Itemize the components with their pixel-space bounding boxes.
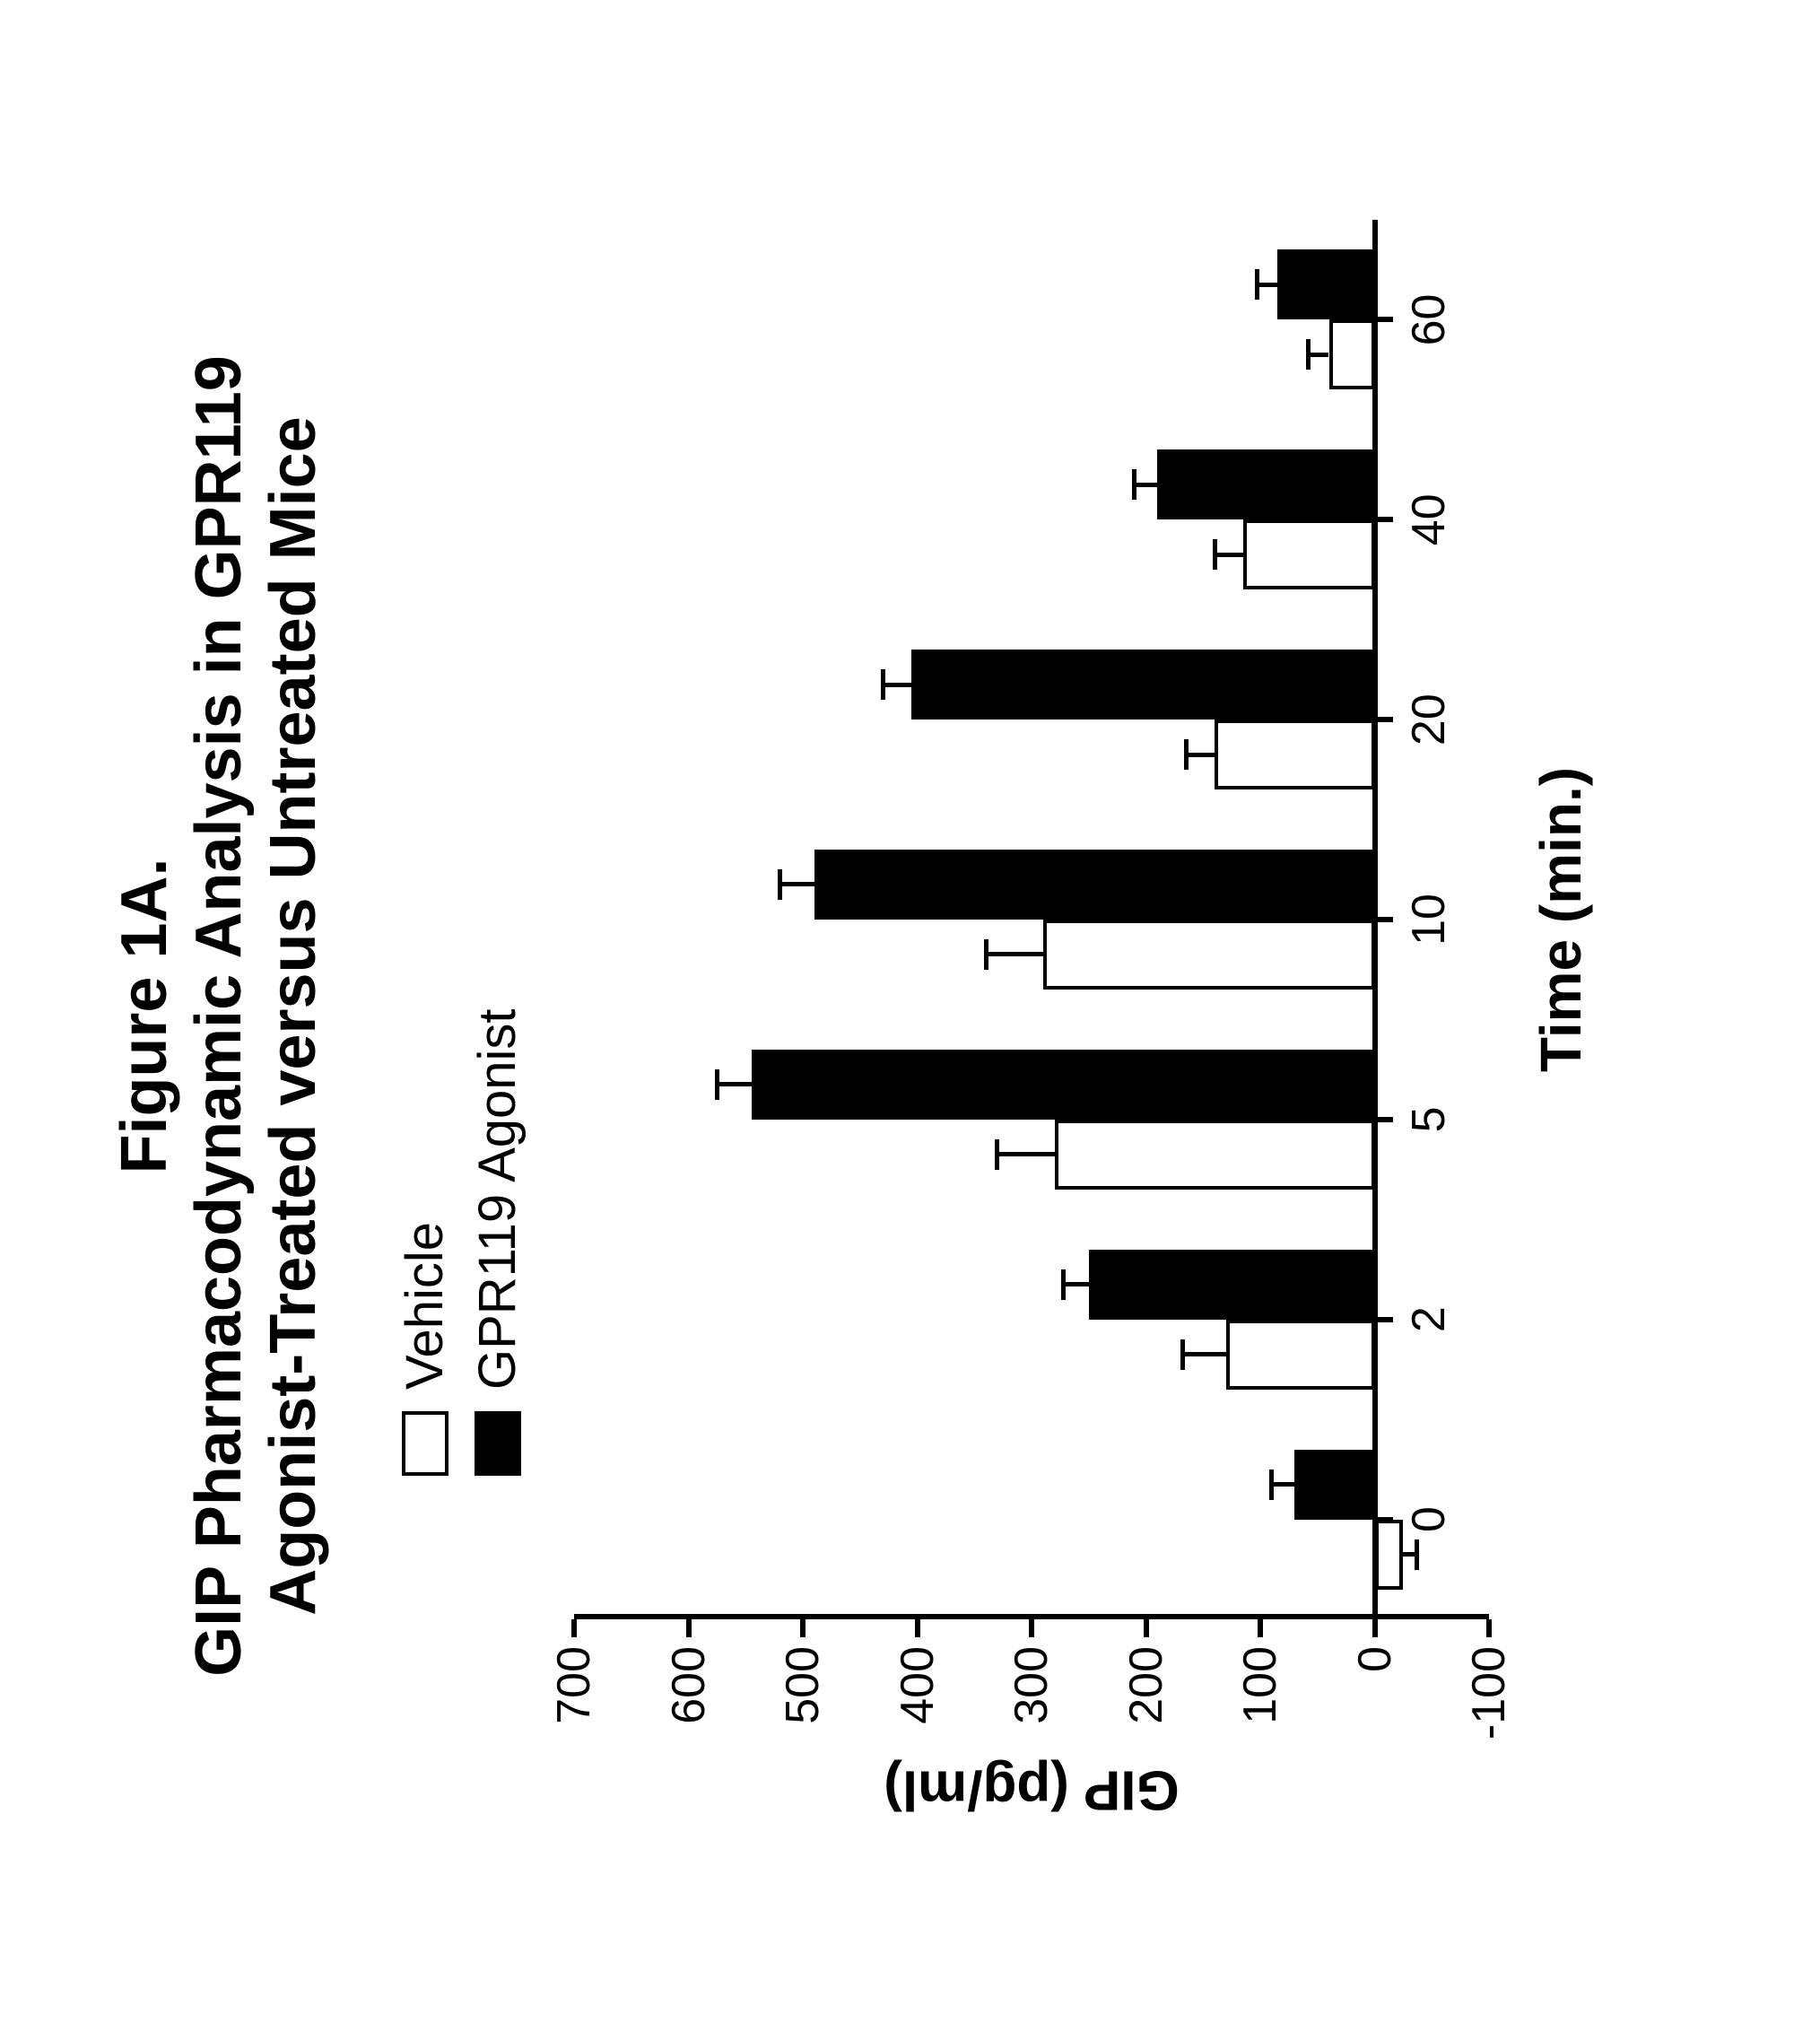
- errorbar-stem: [1182, 1352, 1225, 1356]
- y-tick: [1144, 1619, 1149, 1637]
- bar-agonist: [752, 1050, 1375, 1120]
- x-tick-label: 20: [1402, 693, 1456, 746]
- rotated-figure-wrapper: Figure 1A. GIP Pharmacodynamic Analysis …: [0, 0, 1820, 2032]
- x-tick-label: 60: [1402, 294, 1456, 346]
- y-tick-label: 100: [1233, 1646, 1287, 1724]
- bar-agonist: [1089, 1250, 1375, 1320]
- errorbar-cap: [1415, 1539, 1419, 1570]
- legend-label-agonist: GPR119 Agonist: [467, 1008, 527, 1390]
- y-tick-label: 600: [662, 1646, 716, 1724]
- x-tick: [1375, 1317, 1393, 1322]
- y-tick: [915, 1619, 920, 1637]
- errorbar-stem: [1064, 1282, 1089, 1286]
- x-tick: [1375, 917, 1393, 922]
- bar-agonist: [1157, 449, 1374, 519]
- errorbar-cap: [1306, 339, 1311, 370]
- bar-vehicle: [1243, 519, 1375, 589]
- errorbar-stem: [780, 883, 814, 887]
- y-tick-label: 0: [1348, 1646, 1402, 1672]
- title-line-3: Agonist-Treated versus Untreated Mice: [257, 0, 331, 2032]
- errorbar-stem: [1309, 353, 1329, 357]
- errorbar-cap: [1061, 1269, 1066, 1300]
- y-axis-title: GIP (pg/ml): [884, 1758, 1180, 1822]
- errorbar-cap: [1213, 539, 1217, 570]
- y-tick-label: 400: [891, 1646, 945, 1724]
- errorbar-stem: [1257, 283, 1277, 287]
- plot-area: GIP (pg/ml) -100010020030040050060070002…: [574, 220, 1489, 1619]
- x-tick-label: 40: [1402, 493, 1456, 545]
- x-tick-label: 2: [1402, 1306, 1456, 1332]
- bar-agonist: [814, 850, 1375, 920]
- errorbar-cap: [1184, 739, 1189, 770]
- errorbar-cap: [995, 1139, 999, 1170]
- errorbar-stem: [883, 683, 911, 687]
- legend: Vehicle GPR119 Agonist: [395, 1008, 540, 1476]
- y-tick: [800, 1619, 806, 1637]
- title-line-2: GIP Pharmacodynamic Analysis in GPR119: [182, 0, 257, 2032]
- x-tick-label: 10: [1402, 894, 1456, 946]
- title-line-1: Figure 1A.: [108, 0, 182, 2032]
- y-tick: [1258, 1619, 1263, 1637]
- y-tick-label: 700: [547, 1646, 601, 1724]
- bar-vehicle: [1215, 719, 1375, 789]
- bar-agonist: [911, 650, 1374, 719]
- errorbar-stem: [1272, 1482, 1295, 1487]
- y-tick: [571, 1619, 577, 1637]
- errorbar-stem: [1186, 753, 1215, 757]
- errorbar-cap: [1132, 469, 1136, 500]
- errorbar-stem: [717, 1082, 751, 1086]
- bar-vehicle: [1375, 1520, 1404, 1590]
- figure-title: Figure 1A. GIP Pharmacodynamic Analysis …: [108, 0, 330, 2032]
- y-tick: [686, 1619, 692, 1637]
- errorbar-cap: [715, 1069, 719, 1100]
- y-tick-label: 200: [1119, 1646, 1173, 1724]
- bar-agonist: [1277, 249, 1374, 319]
- legend-swatch-vehicle: [402, 1411, 448, 1476]
- y-tick: [1486, 1619, 1492, 1637]
- x-tick-label: 0: [1402, 1506, 1456, 1532]
- y-tick: [1372, 1619, 1378, 1637]
- legend-item-agonist: GPR119 Agonist: [467, 1008, 527, 1476]
- errorbar-stem: [1215, 553, 1243, 557]
- errorbar-cap: [1255, 269, 1259, 300]
- bar-vehicle: [1055, 1120, 1375, 1190]
- bar-vehicle: [1226, 1320, 1375, 1390]
- x-axis-title: Time (min.): [1528, 767, 1594, 1072]
- bar-agonist: [1294, 1450, 1374, 1520]
- x-tick: [1375, 517, 1393, 522]
- errorbar-cap: [1180, 1339, 1185, 1370]
- errorbar-cap: [1269, 1469, 1274, 1500]
- x-tick-label: 5: [1402, 1106, 1456, 1132]
- x-tick: [1375, 317, 1393, 322]
- errorbar-stem: [986, 953, 1043, 957]
- page: Figure 1A. GIP Pharmacodynamic Analysis …: [0, 0, 1820, 2032]
- bar-vehicle: [1043, 920, 1375, 990]
- bar-vehicle: [1329, 319, 1375, 389]
- errorbar-stem: [1135, 483, 1158, 487]
- figure: Figure 1A. GIP Pharmacodynamic Analysis …: [0, 0, 1820, 2032]
- errorbar-cap: [881, 669, 885, 700]
- errorbar-cap: [778, 869, 782, 900]
- y-tick-label: 500: [776, 1646, 830, 1724]
- y-tick: [1029, 1619, 1034, 1637]
- x-tick: [1375, 717, 1393, 722]
- errorbar-stem: [997, 1152, 1055, 1156]
- y-tick-label: 300: [1005, 1646, 1058, 1724]
- legend-label-vehicle: Vehicle: [395, 1222, 455, 1390]
- x-tick: [1375, 1117, 1393, 1122]
- y-tick-label: -100: [1462, 1646, 1516, 1740]
- errorbar-cap: [984, 939, 988, 970]
- legend-swatch-agonist: [475, 1411, 521, 1476]
- legend-item-vehicle: Vehicle: [395, 1008, 455, 1476]
